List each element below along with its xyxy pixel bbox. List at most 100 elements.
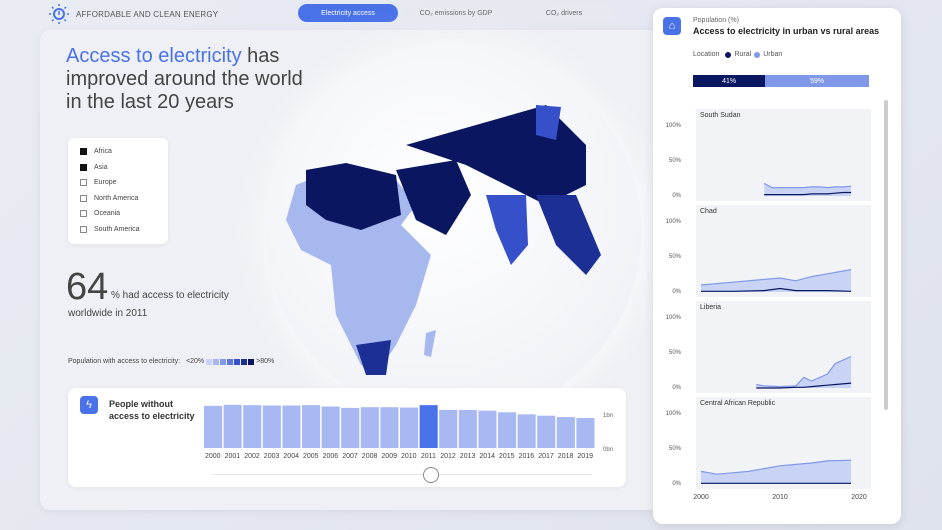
scale-swatch bbox=[248, 358, 255, 365]
checkbox[interactable] bbox=[80, 194, 87, 202]
scale-swatch bbox=[241, 358, 248, 365]
region-filter-item[interactable]: Europe bbox=[80, 175, 156, 191]
bar-2005[interactable] bbox=[302, 405, 321, 448]
southeast-asia-region[interactable] bbox=[536, 195, 601, 275]
bar-2015[interactable] bbox=[498, 412, 517, 448]
people-without-access-card: ϟ People without access to electricity 2… bbox=[68, 388, 626, 487]
bar-2014[interactable] bbox=[478, 410, 497, 448]
bar-2000[interactable] bbox=[204, 405, 223, 448]
legend-urban[interactable]: Urban bbox=[763, 51, 783, 58]
x-tick-label: 2010 bbox=[772, 494, 788, 501]
panel-scrollbar[interactable] bbox=[884, 100, 888, 410]
y-tick-label: 0bn bbox=[603, 447, 613, 453]
south-africa-region[interactable] bbox=[356, 340, 391, 375]
bar-2013[interactable] bbox=[458, 409, 477, 448]
region-filter-item[interactable]: Asia bbox=[80, 160, 156, 176]
checkbox[interactable] bbox=[80, 148, 87, 156]
bar-2009[interactable] bbox=[380, 407, 399, 448]
madagascar-region[interactable] bbox=[424, 330, 436, 357]
x-tick-label: 2006 bbox=[323, 453, 339, 460]
y-tick-label: 100% bbox=[665, 123, 681, 129]
chart-title: Liberia bbox=[700, 304, 722, 311]
checkbox[interactable] bbox=[80, 210, 87, 218]
urban-line[interactable] bbox=[700, 459, 852, 475]
urban-line[interactable] bbox=[700, 269, 852, 286]
x-tick-label: 2014 bbox=[479, 453, 495, 460]
scale-swatch bbox=[213, 358, 220, 365]
bar-2006[interactable] bbox=[321, 406, 340, 448]
africa-region[interactable] bbox=[286, 165, 431, 375]
bar-2001[interactable] bbox=[223, 404, 242, 448]
sun-power-icon bbox=[49, 4, 69, 24]
rural-line[interactable] bbox=[701, 287, 852, 292]
bar-2008[interactable] bbox=[360, 407, 379, 448]
india-region[interactable] bbox=[486, 195, 528, 265]
checkbox[interactable] bbox=[80, 225, 87, 233]
scale-low: <20% bbox=[186, 358, 205, 365]
tab-co2-drivers[interactable]: CO₂ drivers bbox=[514, 4, 614, 22]
bar-2003[interactable] bbox=[262, 405, 281, 449]
region-filter-item[interactable]: North America bbox=[80, 191, 156, 207]
rural-line[interactable] bbox=[756, 382, 852, 389]
region-filter-item[interactable]: Africa bbox=[80, 144, 156, 160]
y-tick-label: 50% bbox=[668, 446, 681, 452]
year-slider-handle[interactable] bbox=[423, 467, 439, 483]
bar-2016[interactable] bbox=[517, 414, 536, 448]
y-tick-label: 0% bbox=[672, 193, 681, 199]
tab-electricity-access[interactable]: Electricity access bbox=[298, 4, 398, 22]
bar-2017[interactable] bbox=[537, 415, 556, 448]
urban-share[interactable]: 59% bbox=[765, 75, 869, 87]
year-slider-track[interactable] bbox=[212, 474, 592, 475]
region-filter-item[interactable]: South America bbox=[80, 222, 156, 238]
bar-2004[interactable] bbox=[282, 405, 301, 449]
small-multiple-chart: South Sudan bbox=[696, 109, 871, 201]
legend-rural[interactable]: Rural bbox=[734, 51, 752, 58]
region-label: South America bbox=[94, 225, 140, 233]
tab-co2-emissions-by-gdp[interactable]: CO₂ emissions by GDP bbox=[406, 4, 506, 22]
y-tick-label: 100% bbox=[665, 219, 681, 225]
region-label: Asia bbox=[94, 163, 108, 171]
y-tick-label: 100% bbox=[665, 315, 681, 321]
middle-east-region[interactable] bbox=[396, 160, 471, 235]
region-label: North America bbox=[94, 194, 139, 202]
checkbox[interactable] bbox=[80, 163, 87, 171]
rural-line[interactable] bbox=[764, 191, 852, 196]
urban-line[interactable] bbox=[756, 355, 852, 388]
region-label: Oceania bbox=[94, 210, 121, 218]
bar-2012[interactable] bbox=[439, 409, 458, 448]
scale-swatch bbox=[220, 358, 227, 365]
x-tick-label: 2004 bbox=[283, 453, 299, 460]
scale-swatch bbox=[227, 358, 234, 365]
region-label: Europe bbox=[94, 179, 117, 187]
panel-title: Access to electricity in urban vs rural … bbox=[693, 26, 880, 36]
russia-east-region[interactable] bbox=[536, 105, 561, 140]
urban-line[interactable] bbox=[763, 182, 852, 189]
urban-rural-panel: ⌂ Population (%) Access to electricity i… bbox=[653, 8, 901, 524]
bar-2019[interactable] bbox=[576, 418, 595, 448]
urban-area bbox=[756, 356, 852, 388]
kpi-unit-text: % had access to electricity bbox=[111, 290, 229, 301]
brand-title: AFFORDABLE AND CLEAN ENERGY bbox=[76, 9, 219, 19]
bar-2007[interactable] bbox=[341, 407, 360, 448]
y-tick-label: 50% bbox=[668, 254, 681, 260]
legend-label: Location bbox=[693, 51, 720, 58]
bar-2018[interactable] bbox=[556, 417, 575, 448]
x-tick-label: 2008 bbox=[362, 453, 378, 460]
world-map-globe[interactable] bbox=[266, 45, 641, 420]
choropleth-map[interactable] bbox=[266, 45, 641, 420]
checkbox[interactable] bbox=[80, 179, 87, 187]
rural-dot-icon bbox=[725, 51, 732, 58]
bar-2010[interactable] bbox=[400, 407, 419, 448]
y-tick-label: 100% bbox=[665, 411, 681, 417]
chart-title: Central African Republic bbox=[700, 400, 776, 407]
rural-share[interactable]: 41% bbox=[693, 75, 766, 87]
bar-chart: 2000 2001 2002 2003 2004 2005 2006 2007 2008 2009… bbox=[204, 404, 613, 460]
bar-2002[interactable] bbox=[243, 405, 262, 448]
kpi-value: 64 bbox=[66, 266, 109, 308]
x-tick-label: 2005 bbox=[303, 453, 319, 460]
bar-2011[interactable] bbox=[419, 405, 438, 448]
x-tick-label: 2011 bbox=[421, 453, 436, 460]
region-filter-item[interactable]: Oceania bbox=[80, 206, 156, 222]
north-africa-region[interactable] bbox=[306, 163, 401, 230]
home-icon: ⌂ bbox=[663, 17, 681, 35]
